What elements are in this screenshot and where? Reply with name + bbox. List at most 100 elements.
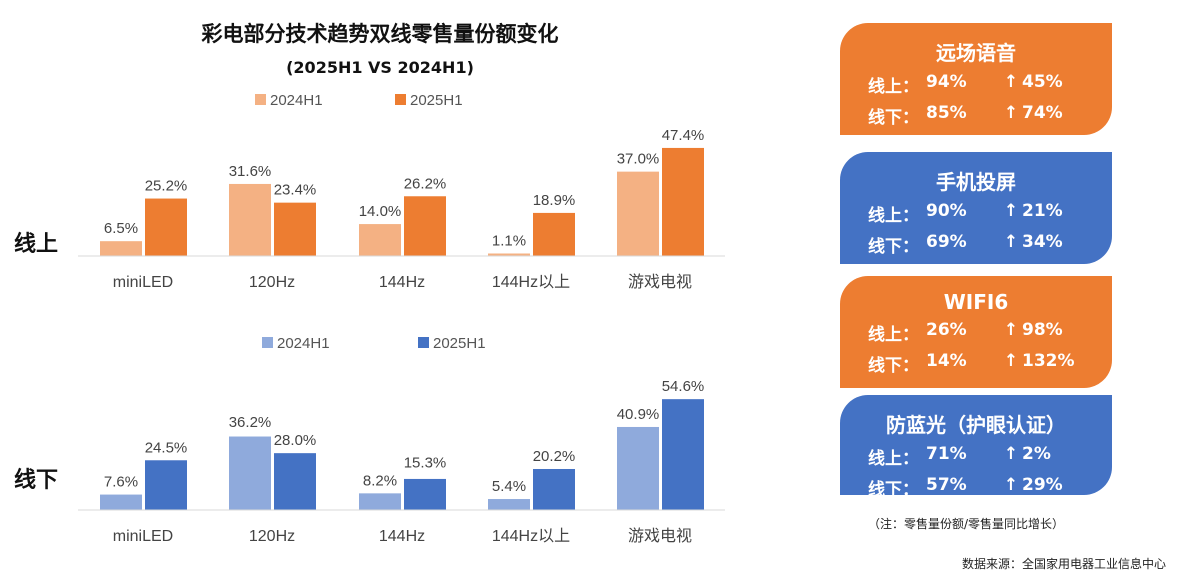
bar-120Hz-2024H1 xyxy=(229,436,271,510)
x-tick-label: 120Hz xyxy=(249,528,295,545)
share-value: 94% xyxy=(926,72,967,92)
data-label: 6.5% xyxy=(104,220,138,237)
data-label: 5.4% xyxy=(492,478,526,495)
channel-label: 线上： xyxy=(868,77,919,97)
growth-value: 98% xyxy=(1022,320,1063,340)
share-value: 57% xyxy=(926,475,967,495)
bar-游戏电视-2025H1 xyxy=(662,147,704,256)
x-tick-label: 144Hz xyxy=(379,274,425,291)
share-value: 85% xyxy=(926,103,967,123)
arrow-up-icon: ↑ xyxy=(1003,232,1019,252)
data-label: 40.9% xyxy=(617,406,660,423)
legend-label-2024H1: 2024H1 xyxy=(277,335,330,352)
feature-card: 防蓝光（护眼认证） 线上： 71% ↑ 2% 线下： 57% ↑ 29% xyxy=(840,395,1112,500)
x-tick-label: 120Hz xyxy=(249,274,295,291)
data-label: 14.0% xyxy=(359,203,402,220)
card-title: 防蓝光（护眼认证） xyxy=(886,413,1066,437)
chart-title: 彩电部分技术趋势双线零售量份额变化 xyxy=(201,22,559,46)
card-row: 线上： 71% ↑ 2% xyxy=(840,444,1112,469)
channel-label: 线上： xyxy=(868,206,919,226)
card-row: 线下： 57% ↑ 29% xyxy=(840,475,1112,500)
share-value: 69% xyxy=(926,232,967,252)
bar-miniLED-2025H1 xyxy=(145,460,187,510)
row-label-online: 线上 xyxy=(14,232,59,257)
legend-swatch-2024H1 xyxy=(255,94,266,105)
bar-charts: 2024H1 2025H1 6.5% 25.2% 31.6%23.4% 14.0%26.2… xyxy=(78,92,725,545)
card-title: WIFI6 xyxy=(943,290,1009,314)
card-title: 手机投屏 xyxy=(936,170,1016,194)
bar-144Hz-2024H1 xyxy=(359,224,401,256)
data-label: 24.5% xyxy=(145,439,188,456)
source: 数据来源：全国家用电器工业信息中心 xyxy=(962,557,1167,571)
bar-游戏电视-2025H1 xyxy=(662,399,704,510)
card-title: 远场语音 xyxy=(936,41,1016,65)
data-label: 23.4% xyxy=(274,182,317,199)
channel-label: 线下： xyxy=(868,356,919,376)
arrow-up-icon: ↑ xyxy=(1003,320,1019,340)
legend-label-2024H1: 2024H1 xyxy=(270,92,323,109)
bar-144Hz以上-2024H1 xyxy=(488,253,530,256)
card-row: 线下： 85% ↑ 74% xyxy=(840,103,1112,128)
share-value: 14% xyxy=(926,351,967,371)
bar-120Hz-2024H1 xyxy=(229,183,271,256)
arrow-up-icon: ↑ xyxy=(1003,444,1019,464)
bar-144Hz以上-2025H1 xyxy=(533,212,575,256)
share-value: 71% xyxy=(926,444,967,464)
x-tick-label: 144Hz xyxy=(379,528,425,545)
data-label: 47.4% xyxy=(662,127,705,144)
share-value: 26% xyxy=(926,320,967,340)
arrow-up-icon: ↑ xyxy=(1003,72,1019,92)
feature-card: 手机投屏 线上： 90% ↑ 21% 线下： 69% ↑ 34% xyxy=(840,152,1112,264)
channel-label: 线上： xyxy=(868,449,919,469)
legend-swatch-2025H1 xyxy=(418,337,429,348)
bar-144Hz-2025H1 xyxy=(404,478,446,510)
channel-label: 线下： xyxy=(868,480,919,500)
data-label: 15.3% xyxy=(404,454,447,471)
x-tick-label: miniLED xyxy=(113,274,173,291)
chart-subtitle: (2025H1 VS 2024H1) xyxy=(286,58,474,77)
x-tick-label: 144Hz以上 xyxy=(492,273,570,291)
bar-miniLED-2024H1 xyxy=(100,494,142,510)
bar-144Hz-2025H1 xyxy=(404,196,446,256)
arrow-up-icon: ↑ xyxy=(1003,475,1019,495)
channel-label: 线下： xyxy=(868,108,919,128)
channel-label: 线下： xyxy=(868,237,919,257)
x-tick-label: 144Hz以上 xyxy=(492,527,570,545)
arrow-up-icon: ↑ xyxy=(1003,201,1019,221)
note: （注：零售量份额/零售量同比增长） xyxy=(868,517,1065,531)
data-label: 26.2% xyxy=(404,175,447,192)
data-label: 31.6% xyxy=(229,163,272,180)
feature-card: WIFI6 线上： 26% ↑ 98% 线下： 14% ↑ 132% xyxy=(840,276,1112,388)
legend-swatch-2024H1 xyxy=(262,337,273,348)
data-label: 37.0% xyxy=(617,151,660,168)
channel-label: 线上： xyxy=(868,325,919,345)
data-label: 8.2% xyxy=(363,472,397,489)
card-row: 线上： 94% ↑ 45% xyxy=(840,72,1112,97)
growth-value: 45% xyxy=(1022,72,1063,92)
bar-游戏电视-2024H1 xyxy=(617,171,659,256)
bar-游戏电视-2024H1 xyxy=(617,426,659,510)
data-label: 28.0% xyxy=(274,432,317,449)
legend-swatch-2025H1 xyxy=(395,94,406,105)
bar-miniLED-2025H1 xyxy=(145,198,187,256)
data-label: 1.1% xyxy=(492,232,526,249)
data-label: 18.9% xyxy=(533,192,576,209)
growth-value: 74% xyxy=(1022,103,1063,123)
x-tick-label: miniLED xyxy=(113,528,173,545)
data-label: 54.6% xyxy=(662,378,705,395)
legend-label-2025H1: 2025H1 xyxy=(433,335,486,352)
bar-144Hz以上-2025H1 xyxy=(533,468,575,510)
x-tick-label: 游戏电视 xyxy=(628,527,692,545)
data-label: 7.6% xyxy=(104,474,138,491)
card-row: 线上： 26% ↑ 98% xyxy=(840,320,1112,345)
data-label: 36.2% xyxy=(229,414,272,431)
bar-144Hz-2024H1 xyxy=(359,493,401,510)
legend-label-2025H1: 2025H1 xyxy=(410,92,463,109)
growth-value: 21% xyxy=(1022,201,1063,221)
arrow-up-icon: ↑ xyxy=(1003,103,1019,123)
card-row: 线下： 69% ↑ 34% xyxy=(840,232,1112,257)
bar-120Hz-2025H1 xyxy=(274,453,316,510)
arrow-up-icon: ↑ xyxy=(1003,351,1019,371)
data-label: 25.2% xyxy=(145,178,188,195)
